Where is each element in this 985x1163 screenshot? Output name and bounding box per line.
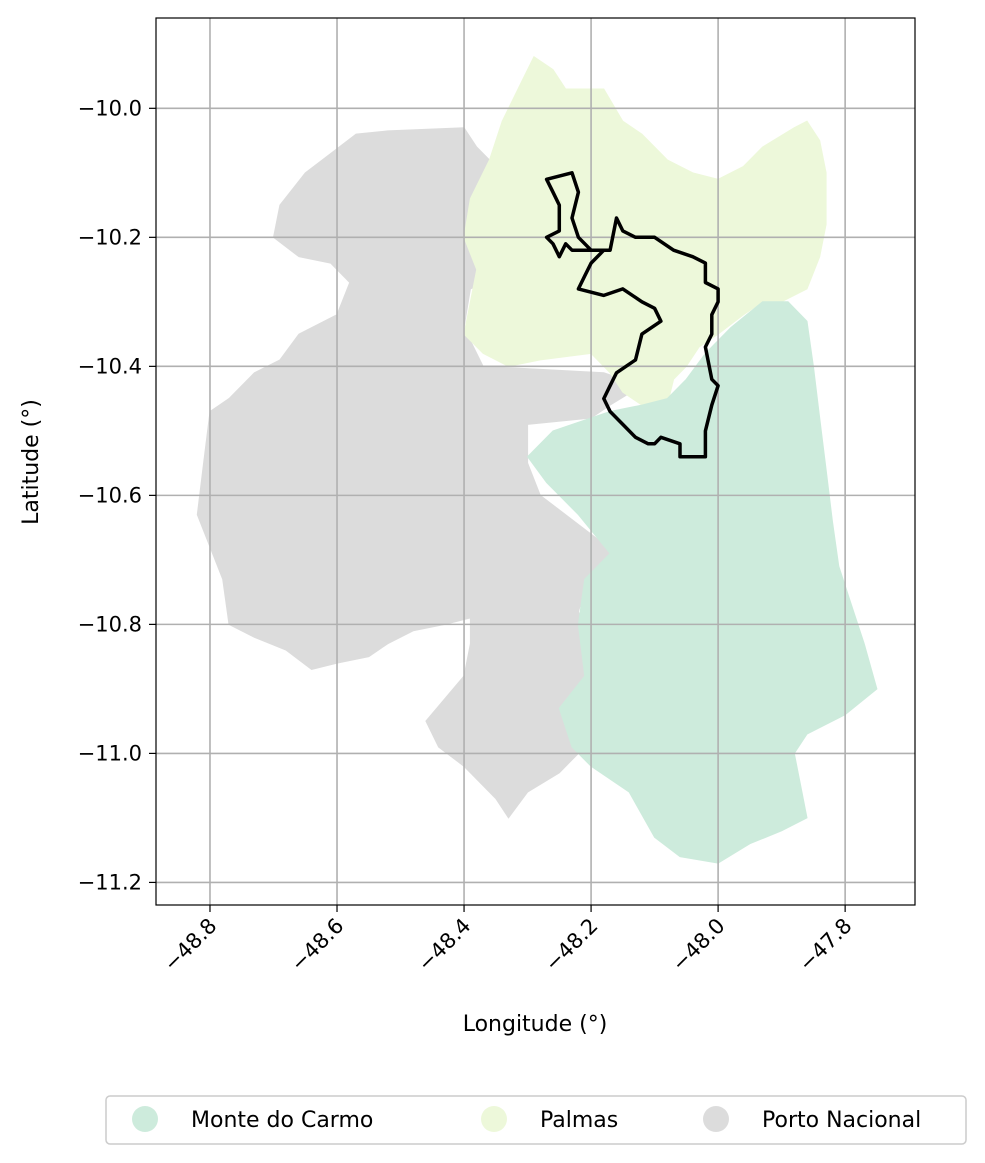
y-tick-label: −10.0 — [78, 96, 142, 120]
y-axis-label: Latitude (°) — [19, 399, 44, 525]
outline-layer — [544, 171, 720, 459]
y-tick-label: −10.6 — [78, 483, 142, 507]
region-monte-do-carmo — [526, 301, 878, 864]
legend-label-palmas: Palmas — [540, 1108, 618, 1133]
legend-label-monte-do-carmo: Monte do Carmo — [191, 1108, 373, 1133]
region-palmas — [463, 55, 827, 406]
legend-marker-porto-nacional — [703, 1106, 729, 1132]
y-tick-label: −11.2 — [78, 870, 142, 894]
legend-frame — [105, 1095, 967, 1145]
highlight-outline — [544, 171, 720, 459]
y-tick-label: −10.4 — [78, 354, 142, 378]
y-tick-label: −10.8 — [78, 612, 142, 636]
legend-marker-palmas — [481, 1106, 507, 1132]
axes-frame — [155, 17, 916, 906]
y-tick-label: −11.0 — [78, 741, 142, 765]
x-axis-label: Longitude (°) — [463, 1012, 608, 1037]
regions-layer — [196, 55, 878, 864]
legend: Monte do Carmo Palmas Porto Nacional — [105, 1095, 967, 1145]
legend-marker-monte-do-carmo — [132, 1106, 158, 1132]
grid-layer — [156, 18, 915, 905]
y-tick-label: −10.2 — [78, 225, 142, 249]
legend-label-porto-nacional: Porto Nacional — [762, 1108, 921, 1133]
